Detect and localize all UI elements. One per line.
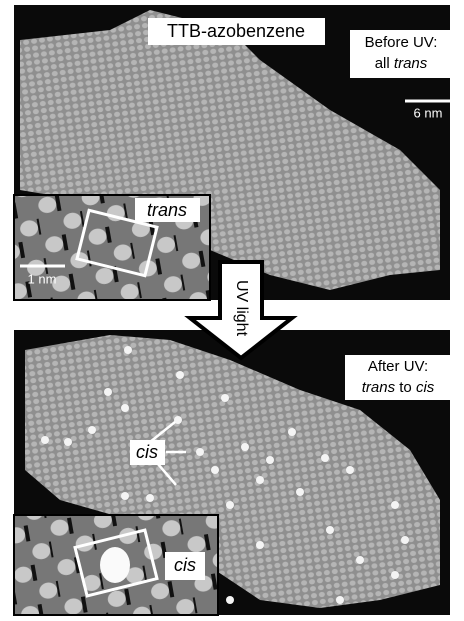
molecular-island	[20, 10, 440, 290]
highlight-box	[73, 528, 159, 598]
inset-label: trans	[147, 200, 187, 220]
molecular-island	[25, 335, 440, 608]
cis-spots	[41, 346, 409, 604]
cis-molecule	[100, 547, 130, 583]
note-text: all	[375, 55, 390, 72]
scale-label: 1 nm	[28, 271, 57, 286]
scale-label: 6 nm	[414, 105, 443, 120]
note-box	[345, 355, 452, 400]
title: TTB-azobenzene	[167, 21, 305, 41]
note-box	[350, 30, 452, 78]
label-box	[130, 440, 165, 465]
title-box	[148, 18, 325, 45]
label-box	[135, 198, 200, 222]
note-line: After UV:	[368, 358, 428, 375]
uv-arrow	[184, 260, 298, 361]
annotation: cis	[136, 442, 158, 462]
note-text: trans	[362, 379, 396, 396]
inset-label: cis	[174, 555, 196, 575]
note-text: trans	[394, 55, 428, 72]
note-text: to	[399, 379, 412, 396]
note-line: Before UV:	[365, 34, 438, 51]
arrow-label: UV light	[233, 280, 250, 337]
annotation-pointers	[149, 421, 186, 486]
note-text: cis	[416, 379, 435, 396]
label-box	[165, 552, 205, 580]
highlight-box	[75, 208, 159, 278]
note-line: all trans	[375, 55, 428, 72]
note-line: trans to cis	[362, 379, 435, 396]
